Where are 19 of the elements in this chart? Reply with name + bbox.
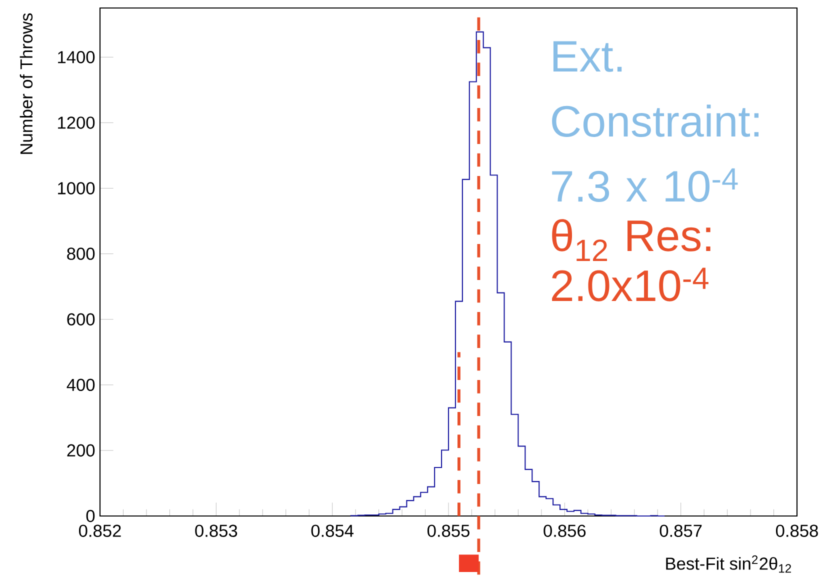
y-axis-title: Number of Throws — [20, 13, 33, 154]
x-tick-label: 0.852 — [78, 524, 121, 537]
y-tick-label: 800 — [67, 248, 95, 260]
y-tick-label: 1200 — [58, 116, 95, 129]
y-tick-label: 1400 — [58, 51, 95, 64]
x-tick-label: 0.855 — [427, 524, 470, 537]
y-tick-label: 1000 — [58, 182, 95, 194]
y-tick-label: 600 — [67, 313, 95, 326]
x-tick-label: 0.854 — [311, 524, 354, 537]
x-axis-title: Best-Fit sin$^{2}$2θ$_{12}$ — [666, 555, 791, 573]
y-tick-label: 400 — [66, 378, 95, 392]
x-tick-label: 0.858 — [776, 524, 818, 537]
y-tick-label: 200 — [67, 444, 95, 457]
annotation: Ext. Constraint: 7.3 x 10$^{-4}$ — [552, 41, 759, 202]
x-tick-label: 0.856 — [544, 524, 586, 537]
annotation: θ$_{12}$ Res: 2.0x10$^{-4}$ — [552, 219, 710, 302]
x-tick-label: 0.857 — [660, 524, 702, 537]
y-tick-label: 0 — [86, 510, 95, 522]
x-tick-label: 0.853 — [195, 524, 238, 537]
